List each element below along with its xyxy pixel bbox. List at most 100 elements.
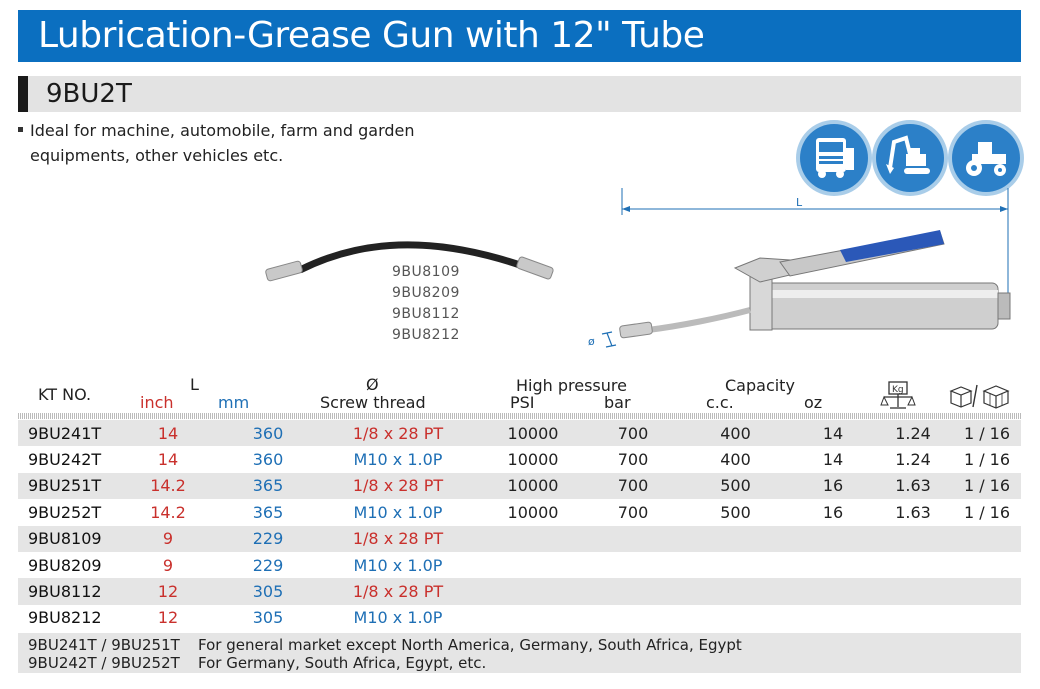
cell-weight-kg: 1.24 bbox=[895, 450, 931, 470]
cell-kt-no: 9BU251T bbox=[18, 472, 118, 500]
cell-pressure-bar: 700 bbox=[588, 472, 678, 500]
cell-capacity-cc bbox=[678, 525, 793, 552]
cell-capacity-cc: 400 bbox=[678, 420, 793, 447]
diameter-label: ø bbox=[588, 335, 595, 348]
cell-packing: 1 / 16 bbox=[963, 502, 1011, 522]
truck-icon bbox=[800, 124, 868, 192]
cell-length-inch: 14.2 bbox=[150, 502, 186, 522]
table-row: 9BU251T 14.2 365 1/8 x 28 PT 10000 700 500 16 1.… bbox=[18, 472, 1021, 500]
header-divider bbox=[18, 413, 1021, 419]
cell-capacity-oz: 16 bbox=[793, 472, 873, 500]
footnote-models: 9BU242T / 9BU252T bbox=[28, 654, 180, 672]
cell-packing bbox=[953, 525, 1021, 552]
table-row: 9BU252T 14.2 365 M10 x 1.0P 10000 700 500 16 1.6… bbox=[18, 499, 1021, 525]
hose-model: 9BU8112 bbox=[392, 306, 460, 322]
cell-length-mm: 305 bbox=[218, 578, 318, 605]
footnote-text: For general market except North America,… bbox=[198, 636, 742, 654]
model-bar: 9BU2T bbox=[18, 76, 1021, 112]
feature-text: Ideal for machine, automobile, farm and … bbox=[30, 121, 415, 165]
table-row: 9BU8109 9 229 1/8 x 28 PT bbox=[18, 525, 1021, 552]
cell-pressure-psi bbox=[478, 552, 588, 578]
table-row: 9BU242T 14 360 M10 x 1.0P 10000 700 400 14 1.24 1… bbox=[18, 446, 1021, 472]
cell-weight-kg bbox=[873, 605, 953, 631]
cell-pressure-bar: 700 bbox=[588, 420, 678, 447]
carton-box-icon bbox=[949, 384, 1010, 409]
cell-packing bbox=[953, 578, 1021, 605]
cell-pressure-psi bbox=[478, 525, 588, 552]
cell-capacity-oz bbox=[793, 578, 873, 605]
product-drawing bbox=[265, 188, 1011, 348]
header-oz: oz bbox=[804, 393, 823, 412]
hose-model-list: 9BU8109 9BU8209 9BU8112 9BU8212 bbox=[392, 262, 460, 346]
cell-pressure-bar bbox=[588, 605, 678, 631]
footnotes: 9BU241T / 9BU251T For general market exc… bbox=[18, 633, 1021, 673]
cell-pressure-psi: 10000 bbox=[507, 502, 559, 522]
cell-packing bbox=[953, 552, 1021, 578]
cell-weight-kg: 1.63 bbox=[873, 472, 953, 500]
cell-capacity-cc: 500 bbox=[720, 502, 751, 522]
cell-length-inch: 14 bbox=[157, 450, 179, 470]
hose-image bbox=[265, 241, 554, 282]
model-number: 9BU2T bbox=[46, 79, 132, 109]
cell-pressure-bar: 700 bbox=[617, 450, 649, 470]
cell-screw-thread: M10 x 1.0P bbox=[353, 450, 443, 470]
cell-pressure-psi bbox=[478, 605, 588, 631]
cell-capacity-cc bbox=[678, 605, 793, 631]
cell-capacity-cc bbox=[678, 552, 793, 578]
cell-pressure-psi bbox=[478, 578, 588, 605]
tractor-icon bbox=[952, 124, 1020, 192]
cell-length-mm: 365 bbox=[218, 472, 318, 500]
header-screw-thread: Screw thread bbox=[320, 393, 426, 412]
cell-kt-no: 9BU8109 bbox=[18, 525, 118, 552]
table-row: 9BU8209 9 229 M10 x 1.0P bbox=[18, 552, 1021, 578]
svg-text:Kg: Kg bbox=[892, 385, 904, 395]
excavator-icon bbox=[876, 124, 944, 192]
cell-kt-no: 9BU8112 bbox=[18, 578, 118, 605]
header-capacity: Capacity bbox=[725, 376, 795, 395]
cell-packing: 1 / 16 bbox=[953, 420, 1021, 447]
cell-length-inch: 14.2 bbox=[118, 472, 218, 500]
cell-capacity-cc: 400 bbox=[720, 450, 751, 470]
cell-capacity-oz bbox=[793, 605, 873, 631]
scale-kg-icon: Kg bbox=[880, 381, 916, 409]
cell-kt-no: 9BU8212 bbox=[28, 608, 102, 628]
cell-kt-no: 9BU242T bbox=[28, 450, 102, 470]
cell-packing bbox=[953, 605, 1021, 631]
footnote-text: For Germany, South Africa, Egypt, etc. bbox=[198, 654, 487, 672]
header-cc: c.c. bbox=[706, 393, 734, 412]
cell-packing: 1 / 16 bbox=[953, 472, 1021, 500]
cell-kt-no: 9BU8209 bbox=[28, 555, 102, 575]
cell-length-inch: 12 bbox=[157, 608, 179, 628]
cell-length-inch: 12 bbox=[118, 578, 218, 605]
header-mm: mm bbox=[218, 393, 250, 412]
table-row: 9BU241T 14 360 1/8 x 28 PT 10000 700 400 14 1.24… bbox=[18, 420, 1021, 447]
footnote-models: 9BU241T / 9BU251T bbox=[28, 636, 180, 654]
cell-capacity-oz: 14 bbox=[793, 420, 873, 447]
cell-capacity-oz bbox=[793, 525, 873, 552]
header-kt-no: KT NO. bbox=[38, 385, 92, 404]
cell-length-mm: 229 bbox=[252, 555, 284, 575]
feature-bullet: Ideal for machine, automobile, farm and … bbox=[18, 118, 438, 168]
cell-length-inch: 14 bbox=[118, 420, 218, 447]
cell-capacity-oz: 16 bbox=[822, 502, 844, 522]
cell-capacity-cc: 500 bbox=[678, 472, 793, 500]
cell-pressure-bar: 700 bbox=[617, 502, 649, 522]
table-row: 9BU8212 12 305 M10 x 1.0P bbox=[18, 605, 1021, 631]
cell-weight-kg: 1.63 bbox=[895, 502, 931, 522]
spec-table: 9BU241T 14 360 1/8 x 28 PT 10000 700 400 14 1.24… bbox=[18, 420, 1021, 631]
grease-gun-image bbox=[619, 230, 1011, 339]
cell-screw-thread: M10 x 1.0P bbox=[353, 502, 443, 522]
cell-length-inch: 9 bbox=[118, 525, 218, 552]
cell-length-mm: 365 bbox=[252, 502, 284, 522]
cell-capacity-oz bbox=[793, 552, 873, 578]
model-bar-marker bbox=[18, 76, 28, 112]
cell-screw-thread: 1/8 x 28 PT bbox=[318, 472, 478, 500]
cell-weight-kg bbox=[873, 525, 953, 552]
cell-weight-kg: 1.24 bbox=[873, 420, 953, 447]
hose-model: 9BU8212 bbox=[392, 327, 460, 343]
cell-pressure-psi: 10000 bbox=[478, 420, 588, 447]
cell-length-mm: 305 bbox=[252, 608, 284, 628]
cell-pressure-bar bbox=[588, 578, 678, 605]
cell-screw-thread: M10 x 1.0P bbox=[353, 555, 443, 575]
cell-packing: 1 / 16 bbox=[963, 450, 1011, 470]
